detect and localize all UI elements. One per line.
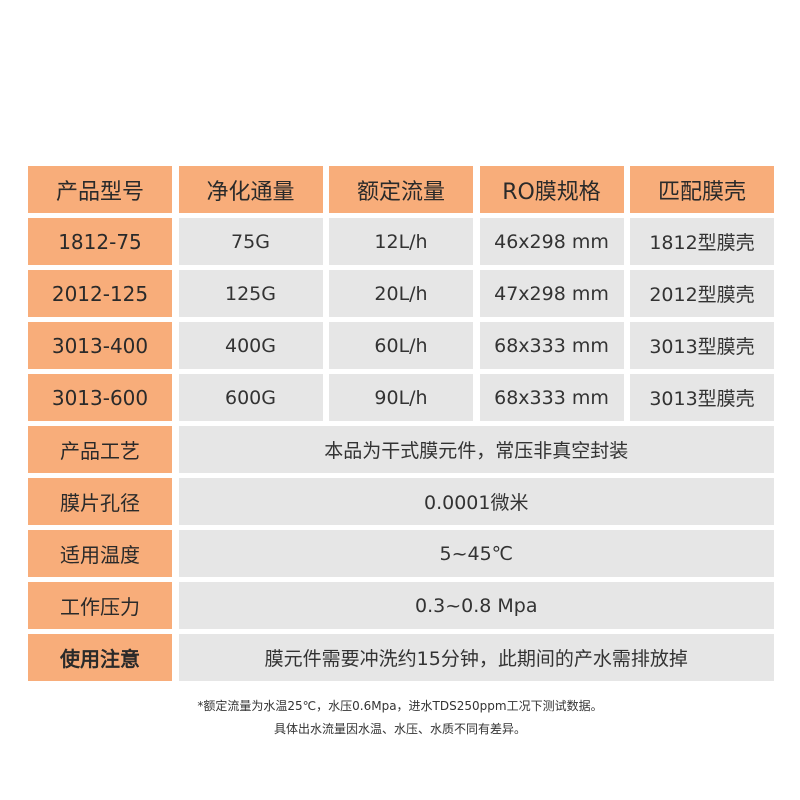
header-model: 产品型号 [28,166,172,213]
temperature-value: 5~45℃ [178,530,774,577]
pore-size-value: 0.0001微米 [178,478,774,525]
spec-table: 产品型号 净化通量 额定流量 RO膜规格 匹配膜壳 1812-75 75G 12… [28,166,774,681]
model-cell: 3013-600 [28,374,172,421]
flux-cell: 600G [178,374,323,421]
pressure-label: 工作压力 [28,582,172,629]
flux-cell: 400G [178,322,323,369]
process-label: 产品工艺 [28,426,172,473]
flow-cell: 60L/h [329,322,473,369]
header-rated-flow: 额定流量 [329,166,473,213]
flow-cell: 12L/h [329,218,473,265]
pressure-value: 0.3~0.8 Mpa [178,582,774,629]
flux-cell: 75G [178,218,323,265]
model-cell: 1812-75 [28,218,172,265]
usage-note-value: 膜元件需要冲洗约15分钟，此期间的产水需排放掉 [178,634,774,681]
footnote-line-1: *额定流量为水温25℃，水压0.6Mpa，进水TDS250ppm工况下测试数据。 [197,699,603,713]
header-flux: 净化通量 [178,166,323,213]
spec-cell: 68x333 mm [479,374,624,421]
housing-cell: 1812型膜壳 [630,218,774,265]
pore-size-label: 膜片孔径 [28,478,172,525]
spec-cell: 46x298 mm [479,218,624,265]
housing-cell: 2012型膜壳 [630,270,774,317]
flow-cell: 20L/h [329,270,473,317]
usage-note-label: 使用注意 [28,634,172,681]
housing-cell: 3013型膜壳 [630,322,774,369]
model-cell: 2012-125 [28,270,172,317]
spec-cell: 68x333 mm [479,322,624,369]
header-housing: 匹配膜壳 [630,166,774,213]
process-value: 本品为干式膜元件，常压非真空封装 [178,426,774,473]
temperature-label: 适用温度 [28,530,172,577]
flux-cell: 125G [178,270,323,317]
footnote-line-2: 具体出水流量因水温、水压、水质不同有差异。 [273,722,526,736]
flow-cell: 90L/h [329,374,473,421]
header-ro-spec: RO膜规格 [479,166,624,213]
housing-cell: 3013型膜壳 [630,374,774,421]
spec-cell: 47x298 mm [479,270,624,317]
model-cell: 3013-400 [28,322,172,369]
